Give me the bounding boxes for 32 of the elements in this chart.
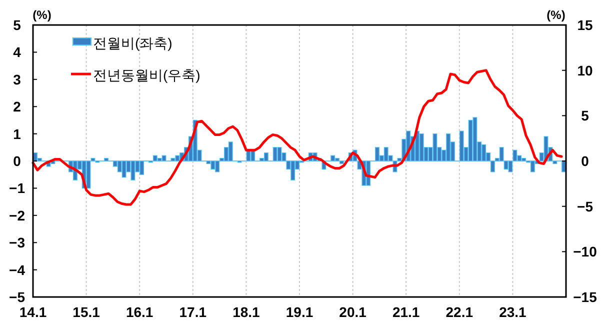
x-tick-label: 14.1 — [19, 304, 47, 320]
y-tick-label: 0 — [13, 153, 22, 169]
y-tick-label: −4 — [9, 262, 26, 278]
y-tick-label: 3 — [13, 71, 22, 88]
x-tick-label: 23.1 — [499, 304, 527, 320]
y-tick-label: −2 — [9, 207, 26, 224]
y2-tick-label: 10 — [577, 62, 593, 78]
x-tick-label: 16.1 — [126, 304, 154, 320]
x-tick-label: 21.1 — [392, 304, 420, 320]
y2-tick-label: −15 — [573, 289, 598, 305]
y-tick-label: 2 — [13, 98, 22, 115]
x-tick-label: 19.1 — [286, 304, 314, 320]
y2-tick-label: 0 — [581, 153, 590, 169]
x-tick-label: 17.1 — [179, 304, 207, 320]
y-tick-label: −1 — [9, 180, 26, 196]
y2-tick-label: 15 — [577, 17, 593, 33]
x-tick-label: 20.1 — [339, 304, 367, 320]
y-tick-label: −3 — [9, 234, 26, 251]
x-tick-label: 18.1 — [232, 304, 260, 320]
legend-label: 전월비(좌축) — [93, 35, 172, 51]
y2-tick-label: 5 — [581, 108, 590, 124]
y-tick-label: 1 — [13, 126, 22, 142]
x-tick-label: 15.1 — [72, 304, 100, 320]
y-tick-label: 4 — [13, 44, 22, 60]
y-axis-title: (%) — [32, 8, 52, 22]
legend-label: 전년동월비(우축) — [93, 67, 200, 83]
y2-axis-title: (%) — [546, 8, 566, 22]
y2-tick-label: −5 — [577, 198, 594, 214]
y-tick-label: 5 — [13, 17, 22, 33]
y-tick-label: −5 — [9, 289, 26, 305]
x-tick-label: 22.1 — [446, 304, 474, 320]
y2-tick-label: −10 — [573, 244, 598, 260]
